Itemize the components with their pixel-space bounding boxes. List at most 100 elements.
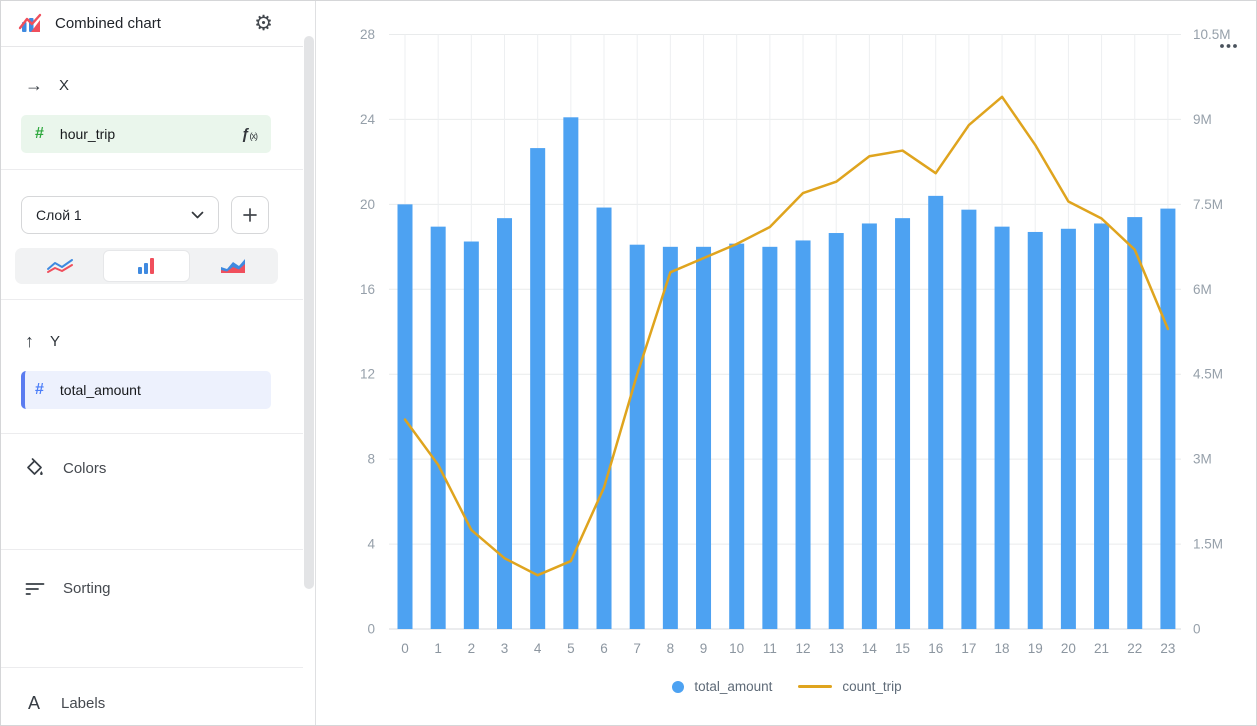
right-axis-tick: 9M xyxy=(1193,112,1212,127)
x-axis-tick: 20 xyxy=(1061,641,1076,656)
x-axis-section-header: → X xyxy=(25,75,69,96)
right-axis-tick: 4.5M xyxy=(1193,367,1223,382)
x-axis-tick: 2 xyxy=(468,641,476,656)
y-section-label: Y xyxy=(50,333,61,350)
left-axis-tick: 0 xyxy=(367,622,375,637)
layer-select-value: Слой 1 xyxy=(36,207,82,223)
bar-hour-12[interactable] xyxy=(795,240,811,629)
bar-hour-19[interactable] xyxy=(1027,231,1043,629)
bar-hour-2[interactable] xyxy=(463,241,479,629)
bar-hour-8[interactable] xyxy=(662,246,678,630)
chart-type-line-button[interactable] xyxy=(18,251,102,281)
chart-legend: total_amount count_trip xyxy=(316,679,1256,694)
labels-section[interactable]: A Labels xyxy=(23,693,105,714)
colors-section[interactable]: Colors xyxy=(23,456,106,480)
bar-hour-22[interactable] xyxy=(1127,217,1143,629)
x-axis-tick: 4 xyxy=(534,641,542,656)
bar-hour-0[interactable] xyxy=(397,204,413,629)
left-axis-tick: 4 xyxy=(367,537,375,552)
legend-line-icon xyxy=(798,685,833,688)
y-axis-section-header: ↑ Y xyxy=(25,331,60,352)
left-axis-tick: 24 xyxy=(360,112,376,127)
bar-hour-21[interactable] xyxy=(1094,223,1110,629)
x-axis-tick: 23 xyxy=(1160,641,1175,656)
chart-menu-dots-icon[interactable] xyxy=(1220,44,1224,48)
divider xyxy=(1,549,303,550)
bar-hour-23[interactable] xyxy=(1160,208,1176,629)
right-axis-tick: 6M xyxy=(1193,282,1212,297)
bar-hour-17[interactable] xyxy=(961,209,977,630)
bar-hour-13[interactable] xyxy=(828,233,844,629)
left-axis-tick: 12 xyxy=(360,367,375,382)
left-axis-tick: 28 xyxy=(360,27,375,42)
x-axis-tick: 17 xyxy=(961,641,976,656)
bar-hour-16[interactable] xyxy=(928,195,944,629)
x-axis-tick: 3 xyxy=(501,641,509,656)
bar-hour-5[interactable] xyxy=(563,117,579,629)
x-axis-tick: 15 xyxy=(895,641,910,656)
right-axis-tick: 10.5M xyxy=(1193,27,1231,42)
chart-menu-dots-icon[interactable] xyxy=(1233,44,1237,48)
layer-select[interactable]: Слой 1 xyxy=(21,196,219,234)
x-axis-tick: 18 xyxy=(995,641,1010,656)
sidebar: Combined chart ⚙ → X # hour_trip ƒ(x) Сл… xyxy=(1,1,316,725)
divider xyxy=(1,433,303,434)
left-axis-tick: 20 xyxy=(360,197,375,212)
x-axis-tick: 11 xyxy=(763,641,777,656)
sidebar-scrollbar[interactable] xyxy=(304,36,314,589)
bar-hour-10[interactable] xyxy=(729,243,745,630)
chart-type-column-button[interactable] xyxy=(104,251,189,281)
bar-hour-6[interactable] xyxy=(596,207,612,629)
x-axis-tick: 5 xyxy=(567,641,575,656)
legend-dot-icon xyxy=(672,680,685,693)
sorting-icon xyxy=(25,583,45,595)
x-axis-tick: 10 xyxy=(729,641,744,656)
settings-gear-icon[interactable]: ⚙ xyxy=(254,12,273,35)
field-chip-hour-trip[interactable]: # hour_trip ƒ(x) xyxy=(21,115,271,153)
x-axis-tick: 8 xyxy=(667,641,675,656)
field-name: total_amount xyxy=(59,382,141,398)
bar-hour-14[interactable] xyxy=(861,223,877,629)
labels-a-icon: A xyxy=(27,693,40,713)
number-field-icon: # xyxy=(35,125,44,142)
column-chart-icon xyxy=(138,258,155,274)
x-axis-tick: 12 xyxy=(796,641,811,656)
chart-menu-dots-icon[interactable] xyxy=(1226,44,1231,48)
legend-item-total-amount[interactable]: total_amount xyxy=(672,679,772,694)
x-axis-tick: 6 xyxy=(600,641,608,656)
x-axis-tick: 9 xyxy=(700,641,708,656)
field-chip-total-amount[interactable]: # total_amount xyxy=(21,371,271,409)
chart-type-area-button[interactable] xyxy=(191,251,275,281)
left-axis-tick: 8 xyxy=(367,452,375,467)
bar-hour-18[interactable] xyxy=(994,226,1010,630)
chart-type-title: Combined chart xyxy=(55,15,161,32)
combined-chart-logo-icon xyxy=(18,13,42,32)
chart-type-switcher xyxy=(15,248,278,284)
bar-hour-9[interactable] xyxy=(696,246,712,630)
number-field-icon: # xyxy=(35,381,44,398)
legend-item-count-trip[interactable]: count_trip xyxy=(798,679,902,694)
right-axis-tick: 0 xyxy=(1193,622,1201,637)
bar-hour-11[interactable] xyxy=(762,246,778,630)
bar-hour-1[interactable] xyxy=(430,226,446,630)
right-axis-tick: 1.5M xyxy=(1193,537,1223,552)
x-axis-tick: 1 xyxy=(434,641,442,656)
sorting-label: Sorting xyxy=(63,579,111,597)
bar-hour-20[interactable] xyxy=(1060,228,1076,629)
bar-hour-7[interactable] xyxy=(629,244,645,629)
x-section-label: X xyxy=(59,77,70,94)
divider xyxy=(1,299,303,300)
x-axis-tick: 7 xyxy=(633,641,641,656)
count-trip-line[interactable] xyxy=(403,95,1170,577)
add-layer-button[interactable] xyxy=(231,196,269,234)
x-axis-tick: 14 xyxy=(862,641,878,656)
bar-hour-15[interactable] xyxy=(895,218,911,630)
arrow-right-icon: → xyxy=(25,75,43,95)
divider xyxy=(1,667,303,668)
bar-hour-3[interactable] xyxy=(497,218,513,630)
sorting-section[interactable]: Sorting xyxy=(23,576,111,600)
bar-hour-4[interactable] xyxy=(530,148,546,629)
formula-fx-icon[interactable]: ƒ(x) xyxy=(241,125,258,143)
